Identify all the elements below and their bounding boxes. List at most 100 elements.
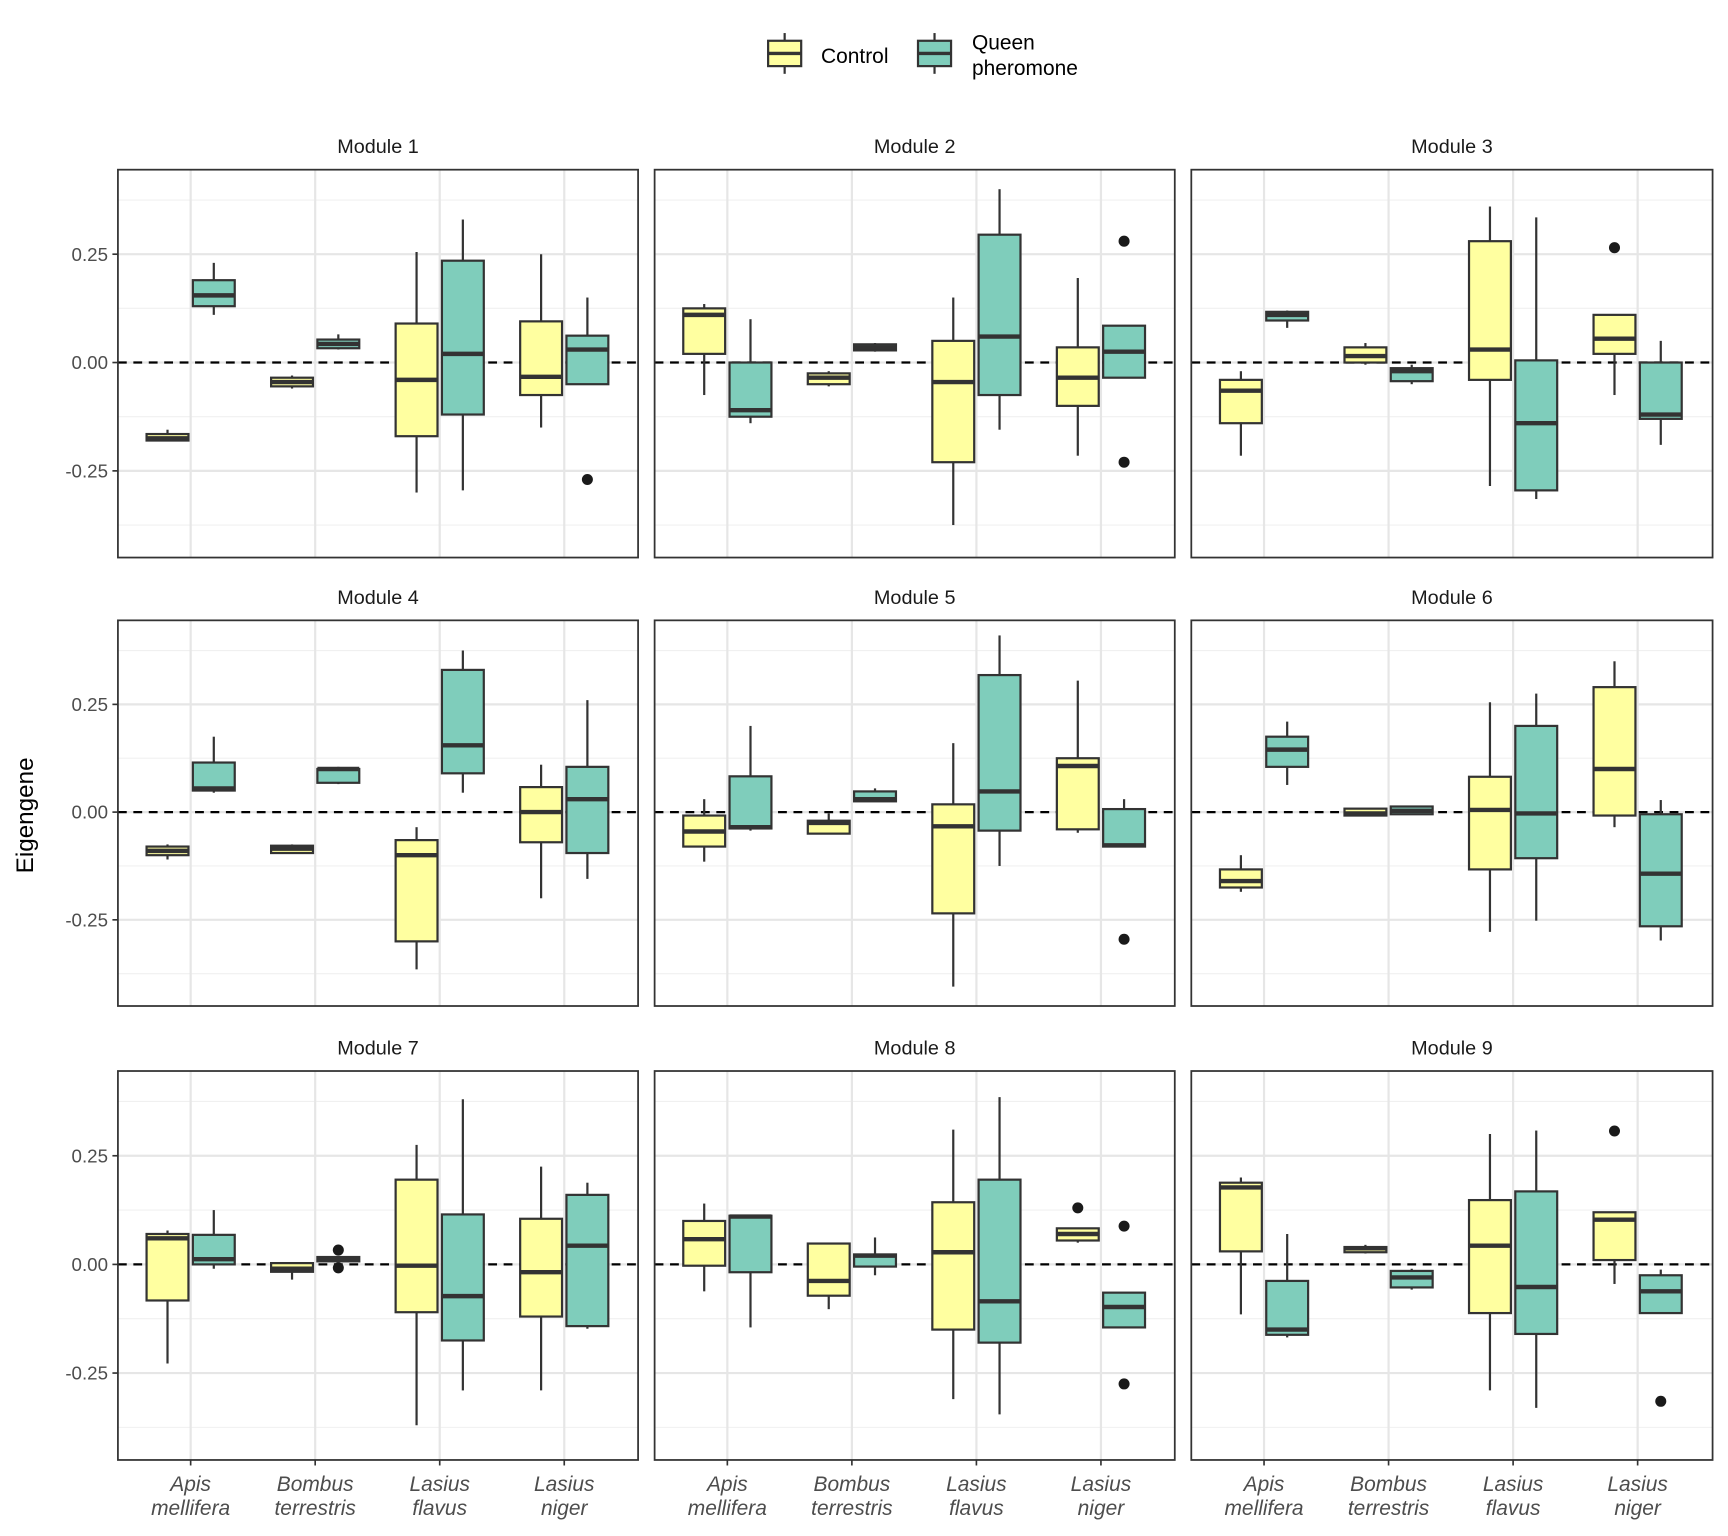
x-tick-label-line2: niger xyxy=(541,1497,589,1520)
legend-label-queen-line1: Queen xyxy=(972,32,1035,55)
box-iqr xyxy=(1467,1198,1512,1315)
box-control xyxy=(1343,1244,1388,1254)
panel-border xyxy=(1190,1070,1714,1461)
box-iqr xyxy=(1638,1274,1683,1315)
box-iqr xyxy=(394,1178,439,1314)
box-iqr xyxy=(1592,313,1637,355)
box-iqr xyxy=(440,259,485,416)
x-tick-label-line1: Apis xyxy=(1242,1473,1285,1496)
box-iqr xyxy=(1102,807,1147,848)
outlier-point xyxy=(1118,1220,1130,1232)
outlier-point xyxy=(332,1244,344,1256)
y-tick-label: 0.25 xyxy=(72,1145,108,1166)
box-queen-pheromone xyxy=(316,334,361,350)
panel-title: Module 7 xyxy=(337,1037,419,1059)
box-queen-pheromone xyxy=(1265,721,1310,785)
box-iqr xyxy=(1218,868,1263,889)
box-control xyxy=(1592,661,1637,828)
box-iqr xyxy=(977,233,1022,397)
box-queen-pheromone xyxy=(1265,310,1310,328)
box-control xyxy=(806,813,851,835)
box-control xyxy=(519,764,564,899)
box-queen-pheromone xyxy=(316,1244,361,1274)
box-iqr xyxy=(728,361,773,418)
box-iqr xyxy=(1055,757,1100,831)
y-tick-label: -0.25 xyxy=(65,460,108,481)
x-tick-label-line2: flavus xyxy=(1486,1497,1541,1520)
box-queen-pheromone xyxy=(1389,1268,1434,1290)
panel-title: Module 2 xyxy=(874,136,956,158)
panel-border xyxy=(1190,619,1714,1007)
box-queen-pheromone xyxy=(728,1214,773,1328)
x-tick-label-line1: Apis xyxy=(705,1473,748,1496)
x-tick-label-line2: terrestris xyxy=(274,1497,356,1520)
box-iqr xyxy=(1638,361,1683,420)
box-iqr xyxy=(1265,1279,1310,1336)
box-iqr xyxy=(565,334,610,386)
y-tick-label: 0.00 xyxy=(72,352,108,373)
box-control xyxy=(1467,702,1512,932)
box-queen-pheromone xyxy=(1265,1233,1310,1338)
x-tick-label-line1: Bombus xyxy=(1350,1473,1427,1496)
box-queen-pheromone xyxy=(977,1097,1022,1415)
box-queen-pheromone xyxy=(1638,1269,1683,1407)
box-iqr xyxy=(977,673,1022,832)
outlier-point xyxy=(1608,1125,1620,1137)
x-tick-label-line2: mellifera xyxy=(1225,1497,1304,1520)
x-tick-label-line2: terrestris xyxy=(1348,1497,1430,1520)
panel-title: Module 3 xyxy=(1411,136,1493,158)
y-tick-label: -0.25 xyxy=(65,909,108,930)
legend-label-queen-line2: pheromone xyxy=(972,57,1078,80)
box-queen-pheromone xyxy=(1514,1130,1559,1408)
x-tick-label-line1: Lasius xyxy=(409,1473,470,1496)
panel-border xyxy=(1190,168,1714,559)
outlier-point xyxy=(1118,235,1130,247)
legend-key-queen-pheromone xyxy=(916,33,953,74)
box-control xyxy=(270,844,315,855)
box-iqr xyxy=(565,1193,610,1328)
box-control xyxy=(1218,855,1263,892)
panel-border xyxy=(117,168,639,559)
panel-border xyxy=(653,168,1176,559)
box-queen-pheromone xyxy=(852,788,898,803)
panel-module-2: Module 2 xyxy=(653,136,1176,559)
box-iqr xyxy=(1592,686,1637,817)
box-control xyxy=(394,1144,439,1426)
box-control xyxy=(270,375,315,389)
panel-module-6: Module 6 xyxy=(1190,587,1714,1007)
box-iqr xyxy=(519,1217,564,1318)
box-queen-pheromone xyxy=(1638,340,1683,445)
box-iqr xyxy=(977,1178,1022,1344)
panel-module-5: Module 5 xyxy=(653,587,1176,1007)
box-iqr xyxy=(931,1201,976,1331)
box-iqr xyxy=(1514,1190,1559,1336)
box-iqr xyxy=(519,786,564,844)
box-iqr xyxy=(1102,1291,1147,1329)
x-tick-label-line2: niger xyxy=(1614,1497,1662,1520)
box-queen-pheromone xyxy=(440,219,485,491)
legend-key-control xyxy=(767,33,803,74)
box-control xyxy=(519,254,564,428)
y-tick-label: 0.00 xyxy=(72,1254,108,1275)
box-queen-pheromone xyxy=(1389,805,1434,816)
x-tick-label-line2: flavus xyxy=(949,1497,1004,1520)
box-queen-pheromone xyxy=(977,189,1022,430)
box-control xyxy=(394,827,439,970)
outlier-point xyxy=(581,474,593,486)
panel-title: Module 5 xyxy=(874,587,956,609)
box-queen-pheromone xyxy=(316,766,361,785)
box-queen-pheromone xyxy=(565,297,610,486)
box-control xyxy=(1055,680,1100,833)
box-control xyxy=(1592,1125,1637,1284)
box-control xyxy=(1467,1134,1512,1391)
box-control xyxy=(145,429,190,442)
box-control xyxy=(806,371,851,387)
box-queen-pheromone xyxy=(1638,800,1683,941)
panel-border xyxy=(653,619,1176,1007)
box-queen-pheromone xyxy=(728,319,773,424)
x-tick-label-line1: Lasius xyxy=(534,1473,595,1496)
box-queen-pheromone xyxy=(1102,1220,1147,1390)
